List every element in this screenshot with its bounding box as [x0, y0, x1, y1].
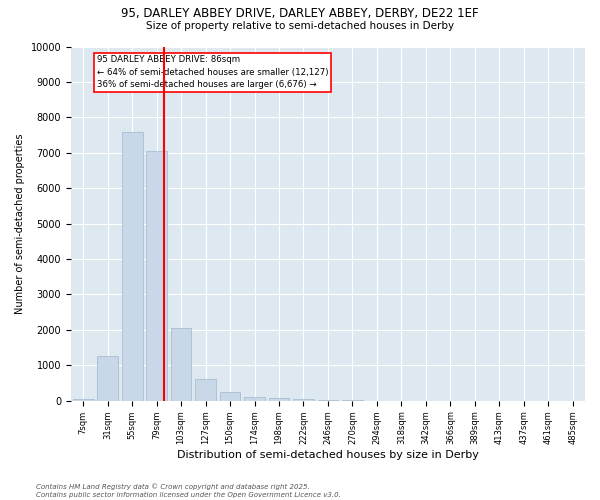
X-axis label: Distribution of semi-detached houses by size in Derby: Distribution of semi-detached houses by … — [177, 450, 479, 460]
Text: Contains HM Land Registry data © Crown copyright and database right 2025.
Contai: Contains HM Land Registry data © Crown c… — [36, 484, 341, 498]
Bar — [122, 132, 143, 400]
Bar — [244, 397, 265, 400]
Bar — [293, 399, 314, 400]
Bar — [195, 380, 216, 400]
Bar — [220, 392, 241, 400]
Bar — [73, 399, 94, 400]
Bar — [97, 356, 118, 401]
Text: 95 DARLEY ABBEY DRIVE: 86sqm
← 64% of semi-detached houses are smaller (12,127)
: 95 DARLEY ABBEY DRIVE: 86sqm ← 64% of se… — [97, 56, 328, 90]
Bar — [269, 398, 289, 400]
Text: 95, DARLEY ABBEY DRIVE, DARLEY ABBEY, DERBY, DE22 1EF: 95, DARLEY ABBEY DRIVE, DARLEY ABBEY, DE… — [121, 8, 479, 20]
Bar — [170, 328, 191, 400]
Bar — [146, 151, 167, 400]
Text: Size of property relative to semi-detached houses in Derby: Size of property relative to semi-detach… — [146, 21, 454, 31]
Y-axis label: Number of semi-detached properties: Number of semi-detached properties — [15, 134, 25, 314]
